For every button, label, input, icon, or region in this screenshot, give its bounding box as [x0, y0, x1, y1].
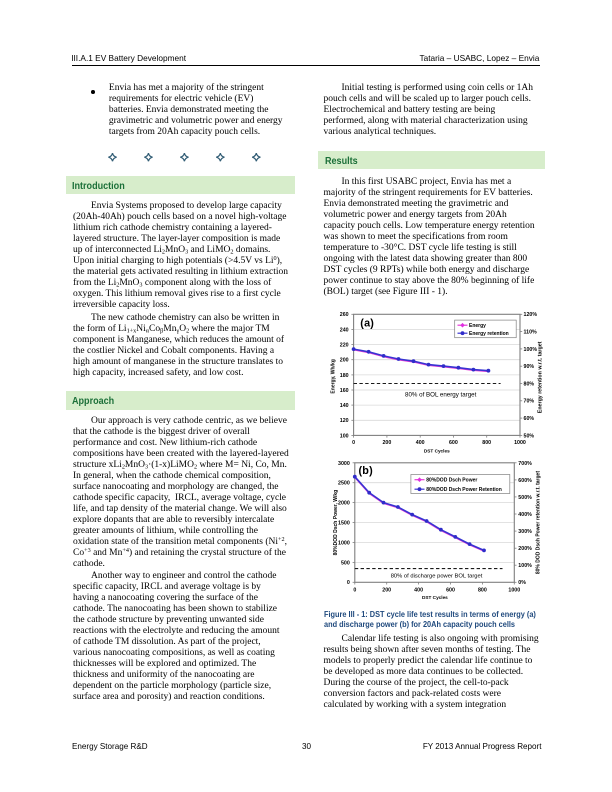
svg-text:600: 600 — [446, 588, 455, 594]
svg-text:260: 260 — [340, 312, 349, 318]
svg-text:Energy retention: Energy retention — [469, 331, 509, 337]
svg-text:400: 400 — [414, 588, 423, 594]
svg-text:400%: 400% — [518, 512, 532, 518]
svg-text:3000: 3000 — [338, 461, 350, 467]
svg-text:0: 0 — [352, 440, 355, 446]
svg-text:80% DOD Dsch Power retention w: 80% DOD Dsch Power retention w.r.t. targ… — [536, 471, 542, 575]
svg-text:(a): (a) — [360, 318, 374, 330]
svg-text:400: 400 — [416, 440, 425, 446]
svg-text:220: 220 — [340, 343, 349, 349]
svg-text:2500: 2500 — [338, 481, 350, 487]
svg-text:120%: 120% — [524, 312, 538, 318]
svg-text:2000: 2000 — [338, 501, 350, 507]
svg-text:Energy, Wh/kg: Energy, Wh/kg — [330, 359, 336, 393]
svg-text:500%: 500% — [518, 495, 532, 501]
svg-text:0: 0 — [353, 588, 356, 594]
svg-text:(b): (b) — [359, 465, 374, 477]
svg-text:1000: 1000 — [514, 440, 526, 446]
svg-text:800: 800 — [478, 588, 487, 594]
svg-text:100: 100 — [340, 433, 349, 439]
svg-text:80%DOD Dsch Power: 80%DOD Dsch Power — [426, 478, 477, 484]
svg-text:50%: 50% — [524, 433, 535, 439]
svg-text:90%: 90% — [524, 364, 535, 370]
svg-text:140: 140 — [340, 403, 349, 409]
svg-text:120: 120 — [340, 418, 349, 424]
svg-text:700%: 700% — [518, 461, 532, 467]
svg-text:80%: 80% — [524, 381, 535, 387]
svg-text:200: 200 — [382, 588, 391, 594]
svg-text:0: 0 — [347, 580, 350, 586]
svg-text:80%DOD Dsch Power Retention: 80%DOD Dsch Power Retention — [426, 487, 502, 493]
svg-text:180: 180 — [340, 373, 349, 379]
svg-text:200: 200 — [340, 358, 349, 364]
svg-text:1000: 1000 — [508, 588, 520, 594]
svg-text:1500: 1500 — [338, 521, 350, 527]
svg-text:0%: 0% — [518, 580, 526, 586]
svg-text:200%: 200% — [518, 546, 532, 552]
svg-text:60%: 60% — [524, 416, 535, 422]
svg-text:1000: 1000 — [338, 540, 350, 546]
svg-text:80% of BOL energy target: 80% of BOL energy target — [405, 391, 477, 398]
svg-text:80% of discharge power BOL tar: 80% of discharge power BOL target — [391, 574, 483, 580]
svg-text:70%: 70% — [524, 399, 535, 405]
svg-text:Energy retention w.r.t. target: Energy retention w.r.t. target — [537, 341, 543, 413]
svg-text:DST Cycles: DST Cycles — [422, 595, 448, 600]
svg-text:160: 160 — [340, 388, 349, 394]
svg-text:100%: 100% — [524, 347, 538, 353]
svg-text:100%: 100% — [518, 563, 532, 569]
svg-text:110%: 110% — [524, 330, 538, 336]
svg-text:80%DOD Dsch Power, W/kg: 80%DOD Dsch Power, W/kg — [333, 490, 339, 556]
svg-text:240: 240 — [340, 327, 349, 333]
svg-text:600: 600 — [449, 440, 458, 446]
svg-text:600%: 600% — [518, 478, 532, 484]
svg-text:500: 500 — [341, 560, 350, 566]
svg-text:300%: 300% — [518, 529, 532, 535]
svg-text:DST Cycles: DST Cycles — [424, 449, 450, 454]
svg-text:800: 800 — [482, 440, 491, 446]
svg-text:Energy: Energy — [469, 323, 486, 329]
svg-text:200: 200 — [382, 440, 391, 446]
